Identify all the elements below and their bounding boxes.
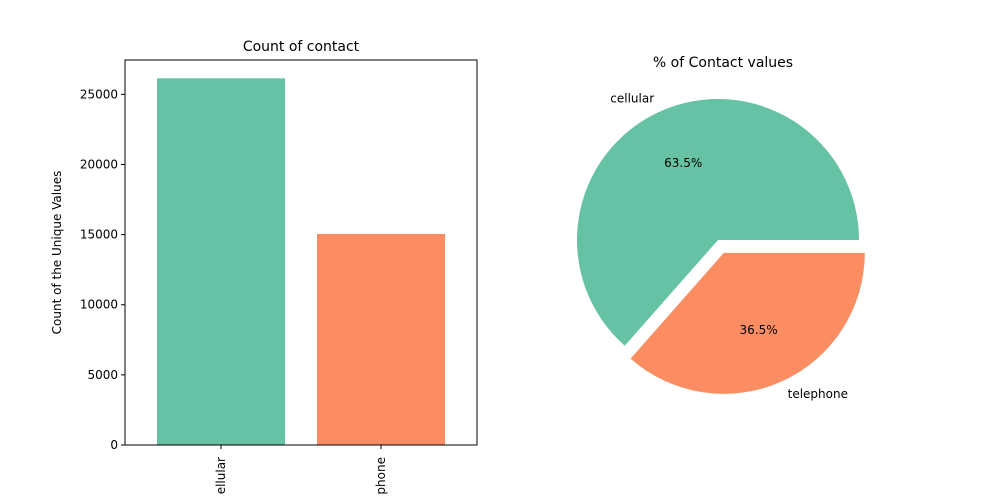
bar-telephone: [317, 234, 445, 445]
pie-marks: cellular 63.5% telephone 36.5%: [577, 92, 865, 401]
pie-chart: % of Contact values cellular 63.5% telepho…: [577, 55, 865, 401]
bar-chart-title: Count of contact: [243, 39, 360, 55]
bar-marks: [157, 78, 445, 445]
pie-slice-label: telephone: [788, 387, 848, 401]
pie-slice-telephone: [630, 252, 865, 394]
bar-y-tick-label: 5000: [87, 368, 118, 382]
pie-slice-cellular: [577, 98, 859, 346]
bar-y-tick-label: 20000: [80, 157, 118, 171]
pie-percent-label: 36.5%: [740, 323, 778, 337]
bar-plot-frame: [124, 59, 478, 446]
bar-y-axis-label: Count of the Unique Values: [50, 171, 64, 335]
bar-y-tick-label: 0: [110, 438, 118, 452]
bar-y-tick-label: 15000: [80, 228, 118, 242]
bar-x-tick-label: ellular: [214, 457, 228, 494]
pie-percent-label: 63.5%: [664, 156, 702, 170]
pie-chart-title: % of Contact values: [653, 55, 793, 71]
bar-x-axis-ticks: ellular phone: [214, 445, 388, 495]
bar-y-tick-label: 25000: [80, 87, 118, 101]
bar-y-tick-label: 10000: [80, 298, 118, 312]
bar-x-tick-label: phone: [374, 457, 388, 495]
bar-cellular: [157, 78, 285, 445]
pie-slice-label: cellular: [610, 92, 654, 106]
bar-chart: Count of contact 0 5000 10000 15000 20000 250…: [50, 39, 478, 495]
bar-y-axis-ticks: 0 5000 10000 15000 20000 25000: [80, 87, 125, 452]
